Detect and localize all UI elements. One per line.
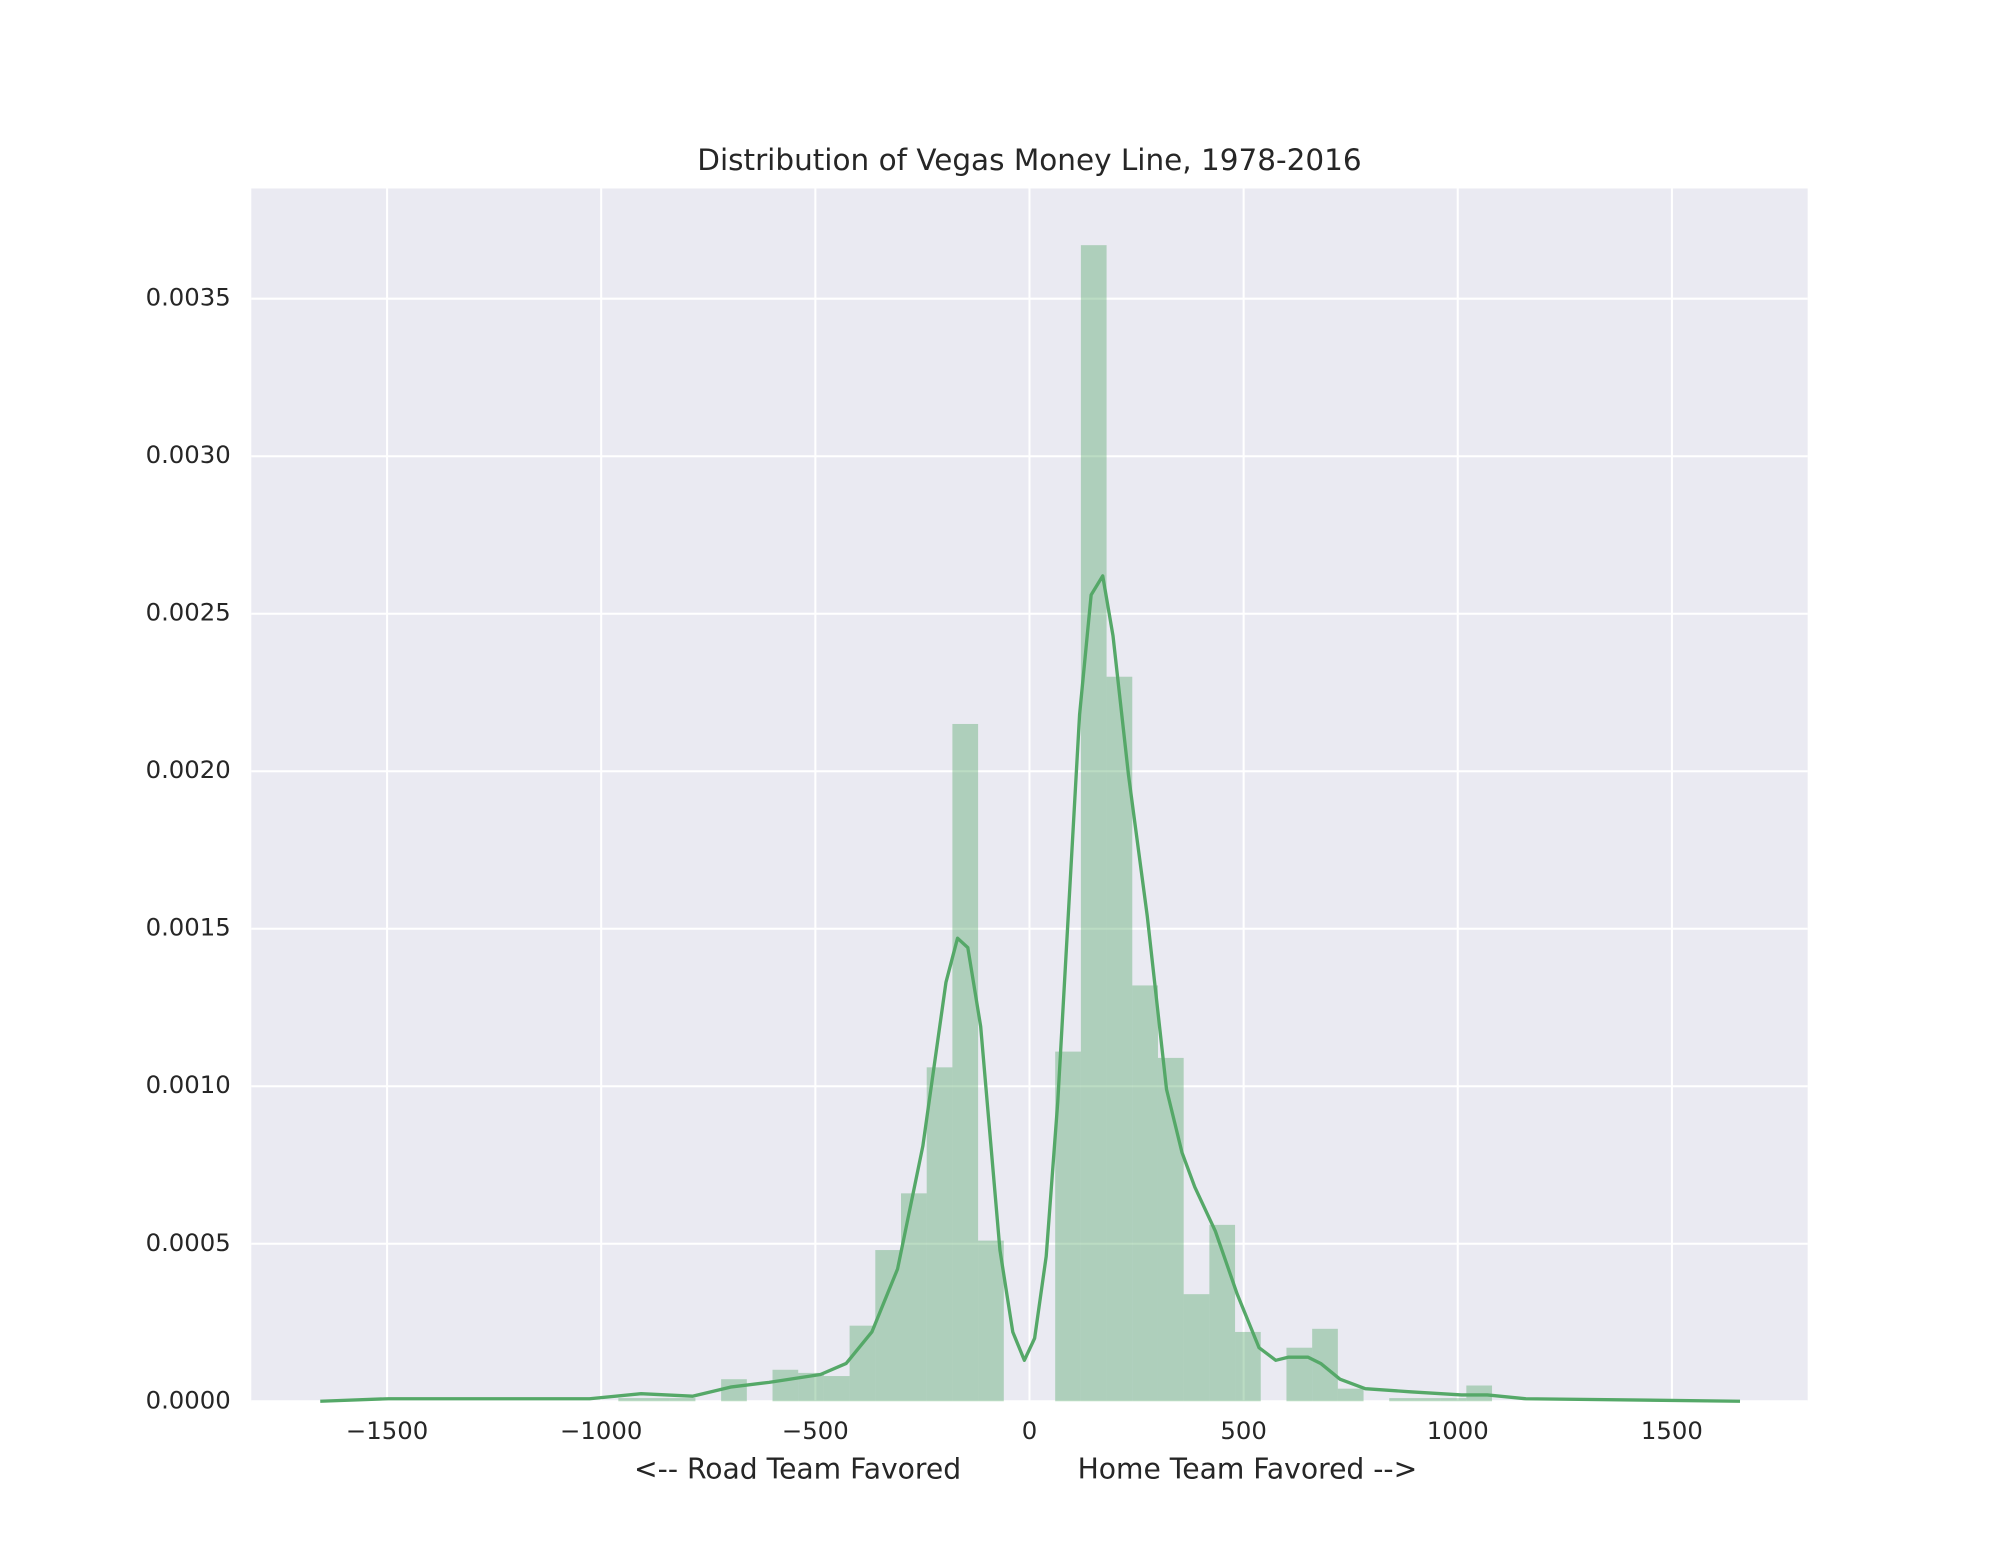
y-tick-label: 0.0010: [146, 1070, 231, 1099]
x-tick-label: 0: [1022, 1416, 1038, 1445]
bar: [669, 1398, 696, 1402]
y-tick-label: 0.0000: [146, 1385, 231, 1414]
bar: [978, 1240, 1004, 1402]
x-tick-label: 1500: [1641, 1416, 1703, 1445]
bar: [1183, 1294, 1210, 1402]
y-tick-label: 0.0025: [146, 598, 231, 627]
bar: [926, 1067, 953, 1402]
bar: [721, 1379, 747, 1402]
bar: [1389, 1398, 1415, 1402]
bar: [1080, 245, 1107, 1402]
bar: [849, 1325, 876, 1402]
y-tick-label: 0.0035: [146, 283, 231, 312]
bar: [1106, 676, 1133, 1402]
bar: [772, 1369, 799, 1402]
x-tick-label: −500: [782, 1416, 849, 1445]
bar: [901, 1193, 927, 1402]
x-tick-label: 500: [1220, 1416, 1266, 1445]
x-tick-label: 1000: [1427, 1416, 1489, 1445]
y-tick-label: 0.0030: [146, 440, 231, 469]
bar: [1055, 1051, 1081, 1402]
chart-title: Distribution of Vegas Money Line, 1978-2…: [697, 143, 1361, 177]
x-axis-label: <-- Road Team Favored Home Team Favored …: [634, 1452, 1417, 1485]
bar: [1337, 1388, 1364, 1402]
x-tick-label: −1000: [560, 1416, 642, 1445]
bar: [1414, 1398, 1441, 1402]
y-tick-label: 0.0020: [146, 755, 231, 784]
bar: [952, 723, 979, 1402]
bar: [1157, 1057, 1184, 1402]
bar: [823, 1376, 850, 1402]
bar: [1440, 1398, 1467, 1402]
bar: [618, 1398, 645, 1402]
y-tick-label: 0.0015: [146, 913, 231, 942]
y-tick-label: 0.0005: [146, 1228, 231, 1257]
kde-line: [320, 574, 1741, 1403]
x-tick-label: −1500: [346, 1416, 428, 1445]
bar: [644, 1398, 670, 1402]
bar: [1132, 985, 1158, 1402]
